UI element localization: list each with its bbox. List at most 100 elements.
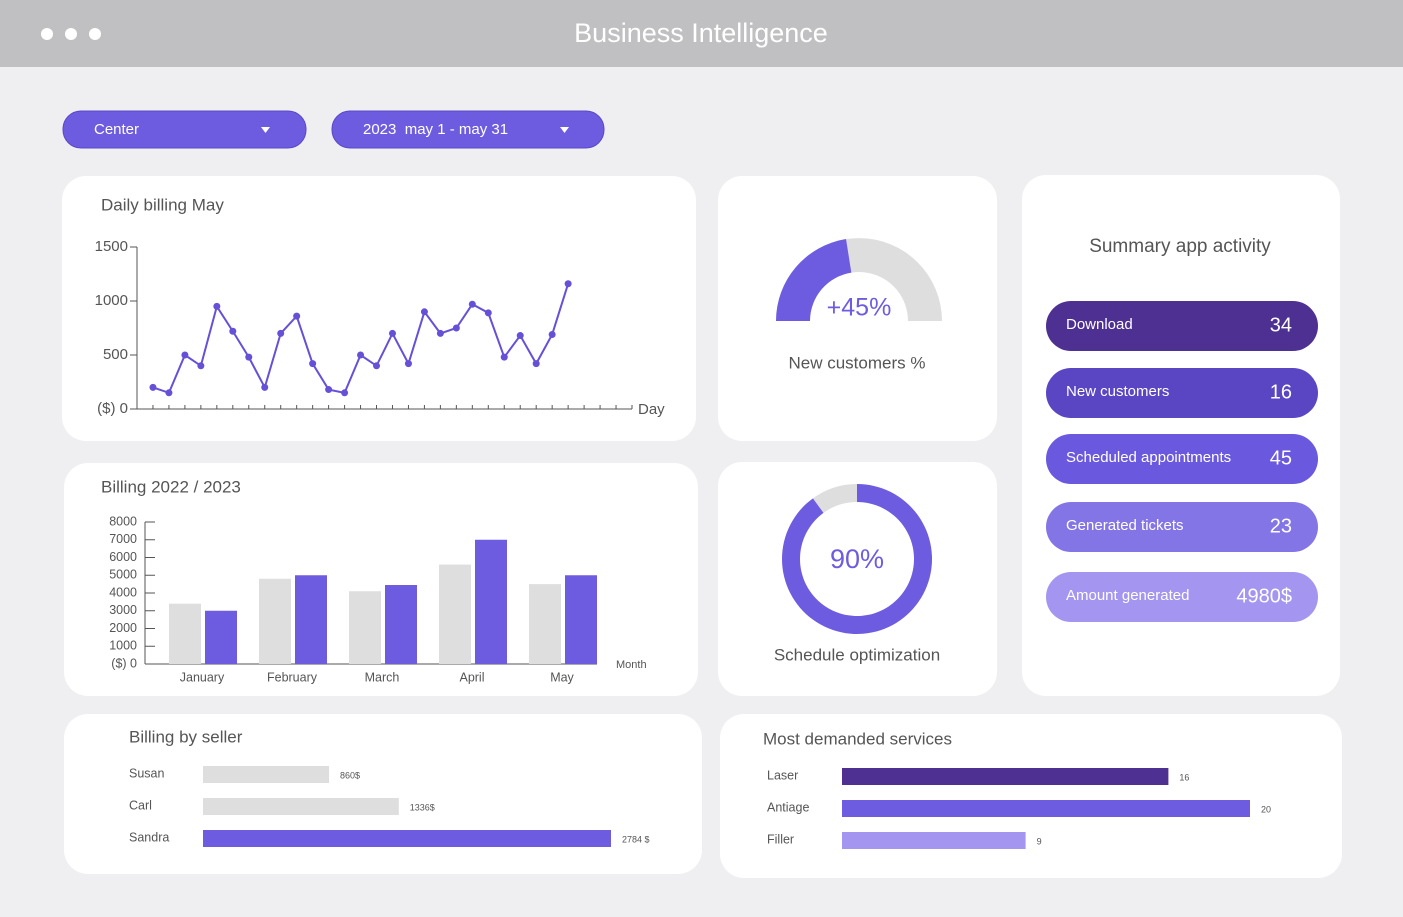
bar bbox=[439, 564, 471, 664]
chart-title: Billing by seller bbox=[129, 727, 243, 746]
summary-label: Download bbox=[1066, 316, 1133, 333]
bar bbox=[203, 766, 330, 783]
data-point bbox=[357, 351, 365, 359]
data-point bbox=[404, 360, 412, 368]
y-tick-label: 1500 bbox=[95, 238, 128, 255]
summary-pill[interactable] bbox=[1046, 572, 1318, 622]
donut-title: Schedule optimization bbox=[774, 645, 940, 664]
value-label: 1336$ bbox=[410, 802, 435, 812]
bar bbox=[205, 610, 237, 664]
data-point bbox=[165, 389, 173, 397]
category-label: Sandra bbox=[129, 830, 169, 844]
value-label: 2784 $ bbox=[622, 834, 650, 844]
y-tick-label: 4000 bbox=[109, 585, 137, 599]
summary-label: Scheduled appointments bbox=[1066, 449, 1231, 466]
data-point bbox=[484, 309, 492, 317]
summary-pill[interactable] bbox=[1046, 301, 1318, 351]
value-label: 860$ bbox=[340, 770, 360, 780]
data-point bbox=[325, 386, 333, 394]
data-point bbox=[341, 389, 349, 397]
filter-dropdown[interactable] bbox=[331, 110, 605, 149]
summary-pill[interactable] bbox=[1046, 502, 1318, 552]
summary-value: 34 bbox=[1270, 314, 1292, 336]
bar bbox=[529, 584, 561, 664]
value-label: 9 bbox=[1037, 836, 1042, 846]
app-title: Business Intelligence bbox=[574, 18, 828, 48]
category-label: Carl bbox=[129, 798, 152, 812]
data-point bbox=[516, 332, 524, 340]
data-point bbox=[388, 329, 396, 337]
data-point bbox=[229, 327, 237, 335]
category-label: Filler bbox=[767, 832, 794, 846]
data-point bbox=[420, 308, 428, 316]
card bbox=[718, 176, 997, 441]
bar bbox=[565, 575, 597, 664]
x-tick-label: April bbox=[459, 670, 484, 684]
donut-value: 90% bbox=[830, 544, 884, 574]
data-point bbox=[373, 362, 381, 370]
summary-pill[interactable] bbox=[1046, 368, 1318, 418]
bar bbox=[169, 603, 201, 664]
data-point bbox=[452, 324, 460, 332]
bar bbox=[349, 591, 381, 664]
y-tick-label: 1000 bbox=[95, 292, 128, 309]
summary-label: Generated tickets bbox=[1066, 517, 1184, 534]
card bbox=[62, 176, 696, 441]
data-point bbox=[500, 353, 508, 361]
dropdown-arrow bbox=[261, 127, 270, 133]
filter-dropdown[interactable] bbox=[62, 110, 307, 149]
bar bbox=[259, 578, 291, 664]
chart-title: Most demanded services bbox=[763, 729, 952, 748]
data-point bbox=[548, 330, 556, 338]
filter-label: Center bbox=[94, 121, 139, 138]
bar bbox=[203, 798, 399, 815]
y-tick-label: 5000 bbox=[109, 568, 137, 582]
bar bbox=[475, 539, 507, 664]
gauge-title: New customers % bbox=[789, 353, 926, 372]
x-axis-label: Day bbox=[638, 401, 665, 418]
y-tick-label: 1000 bbox=[109, 639, 137, 653]
data-point bbox=[309, 360, 317, 368]
chart-title: Billing 2022 / 2023 bbox=[101, 477, 241, 496]
data-point bbox=[197, 362, 205, 370]
y-tick-label: ($) 0 bbox=[111, 656, 137, 670]
window-dot[interactable] bbox=[41, 28, 53, 40]
data-point bbox=[261, 383, 269, 391]
bar bbox=[842, 800, 1250, 817]
card bbox=[718, 462, 997, 696]
category-label: Laser bbox=[767, 768, 798, 782]
data-point bbox=[436, 329, 444, 337]
y-tick-label: 8000 bbox=[109, 514, 137, 528]
summary-label: New customers bbox=[1066, 383, 1169, 400]
y-tick-label: 2000 bbox=[109, 621, 137, 635]
title-bar bbox=[0, 0, 1403, 67]
data-point bbox=[293, 312, 301, 320]
x-tick-label: January bbox=[180, 670, 225, 684]
chart-title: Daily billing May bbox=[101, 195, 224, 214]
bar bbox=[842, 832, 1026, 849]
category-label: Antiage bbox=[767, 800, 809, 814]
y-tick-label: 3000 bbox=[109, 603, 137, 617]
x-tick-label: February bbox=[267, 670, 318, 684]
summary-value: 45 bbox=[1270, 447, 1292, 469]
summary-value: 16 bbox=[1270, 381, 1292, 403]
data-point bbox=[181, 351, 189, 359]
summary-pill[interactable] bbox=[1046, 434, 1318, 484]
data-point bbox=[245, 353, 253, 361]
gauge-fill bbox=[776, 239, 852, 321]
window-dot[interactable] bbox=[65, 28, 77, 40]
summary-value: 4980$ bbox=[1236, 585, 1292, 607]
bar bbox=[203, 830, 611, 847]
x-tick-label: March bbox=[365, 670, 400, 684]
filter-label: 2023 may 1 - may 31 bbox=[363, 121, 508, 138]
gauge-value: +45% bbox=[827, 294, 892, 322]
data-point bbox=[277, 329, 285, 337]
window-dot[interactable] bbox=[89, 28, 101, 40]
donut-rest bbox=[812, 484, 857, 513]
bar bbox=[842, 768, 1169, 785]
y-tick-label: 500 bbox=[103, 346, 128, 363]
data-point bbox=[468, 300, 476, 308]
category-label: Susan bbox=[129, 766, 164, 780]
summary-title: Summary app activity bbox=[1089, 236, 1271, 257]
